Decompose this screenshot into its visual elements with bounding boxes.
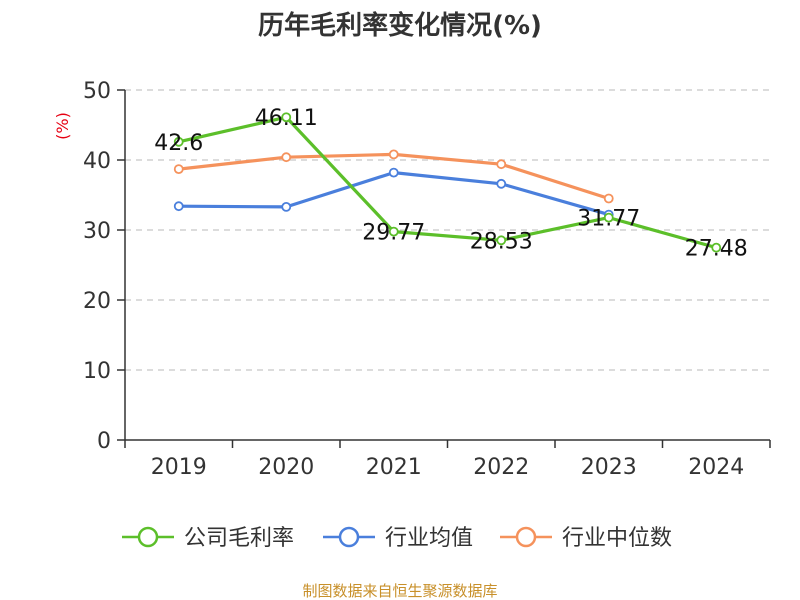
series-2 (173, 149, 614, 204)
legend-label: 行业均值 (385, 526, 473, 551)
y-tick-label: 10 (83, 359, 111, 384)
data-point[interactable] (603, 193, 614, 204)
y-tick-label: 0 (97, 429, 111, 454)
y-tick-label: 20 (83, 289, 111, 314)
legend-label: 公司毛利率 (184, 526, 294, 551)
data-labels: 42.6 46.11 29.77 28.53 31.77 27.48 (154, 106, 747, 261)
data-point[interactable] (281, 112, 292, 123)
axes: 0 10 20 30 40 50 2019 2020 2021 2022 2023 2024 (83, 79, 771, 480)
legend-marker (515, 526, 537, 548)
data-point[interactable] (388, 226, 399, 237)
legend[interactable]: 公司毛利率 行业均值 行业中位数 (122, 526, 672, 551)
x-tick-label: 2021 (366, 455, 422, 480)
source-note: 制图数据来自恒生聚源数据库 (302, 582, 497, 600)
data-label: 31.77 (577, 207, 640, 232)
data-point[interactable] (388, 149, 399, 160)
data-point[interactable] (496, 235, 507, 246)
data-point[interactable] (496, 159, 507, 170)
data-label: 28.53 (470, 229, 533, 254)
data-point[interactable] (173, 201, 184, 212)
data-label: 29.77 (362, 221, 425, 246)
x-tick-label: 2024 (688, 455, 744, 480)
legend-marker (338, 526, 360, 548)
data-point[interactable] (388, 167, 399, 178)
data-label: 46.11 (255, 106, 318, 131)
x-tick-label: 2020 (258, 455, 314, 480)
x-tick-label: 2019 (151, 455, 207, 480)
legend-item[interactable]: 行业中位数 (500, 526, 672, 551)
y-tick-label: 50 (83, 79, 111, 104)
series-0 (173, 112, 722, 253)
y-tick-label: 40 (83, 149, 111, 174)
data-point[interactable] (173, 164, 184, 175)
legend-item[interactable]: 行业均值 (323, 526, 473, 551)
data-point[interactable] (711, 242, 722, 253)
x-tick-label: 2022 (473, 455, 529, 480)
data-point[interactable] (496, 178, 507, 189)
data-point[interactable] (603, 212, 614, 223)
data-point[interactable] (281, 201, 292, 212)
y-axis-unit: (%) (53, 112, 72, 140)
legend-label: 行业中位数 (562, 526, 672, 551)
data-label: 42.6 (154, 131, 203, 156)
legend-item[interactable]: 公司毛利率 (122, 526, 294, 551)
series-layer (173, 112, 722, 253)
legend-marker (137, 526, 159, 548)
data-point[interactable] (281, 152, 292, 163)
series-1 (173, 167, 614, 220)
x-tick-label: 2023 (581, 455, 637, 480)
data-label: 27.48 (685, 237, 748, 262)
data-point[interactable] (173, 136, 184, 147)
chart-title: 历年毛利率变化情况(%) (258, 10, 542, 41)
y-tick-label: 30 (83, 219, 111, 244)
series-line (178, 115, 717, 250)
